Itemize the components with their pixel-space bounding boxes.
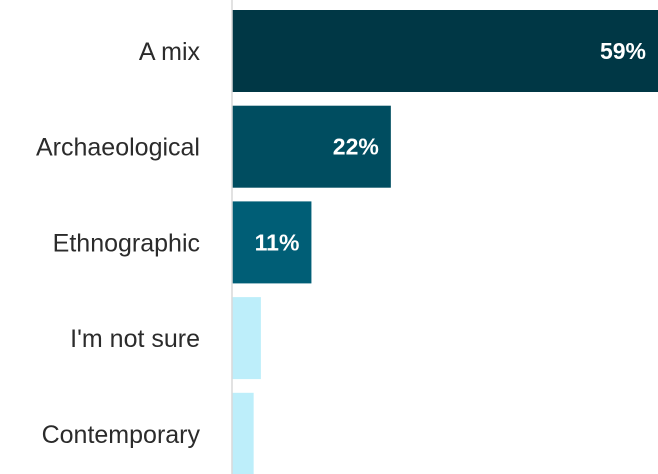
data-label-a-mix: 59%	[600, 38, 646, 64]
category-labels: A mix Archaeological Ethnographic I'm not s…	[36, 38, 200, 449]
bars-layer	[232, 10, 658, 474]
category-label-ethnographic: Ethnographic	[53, 229, 200, 257]
data-label-ethnographic: 11%	[255, 229, 300, 255]
data-label-archaeological: 22%	[333, 134, 379, 160]
bar-i-m-not-sure	[232, 297, 261, 380]
bar-ethnographic	[232, 201, 312, 284]
category-label-archaeological: Archaeological	[36, 134, 200, 162]
data-labels: 59% 22% 11%	[255, 38, 646, 255]
category-label-i-m-not-sure: I'm not sure	[70, 325, 200, 353]
category-label-contemporary: Contemporary	[42, 421, 201, 449]
bar-archaeological	[232, 105, 391, 188]
category-label-a-mix: A mix	[139, 38, 201, 66]
bar-a-mix	[232, 10, 658, 92]
bar-contemporary	[232, 392, 254, 474]
